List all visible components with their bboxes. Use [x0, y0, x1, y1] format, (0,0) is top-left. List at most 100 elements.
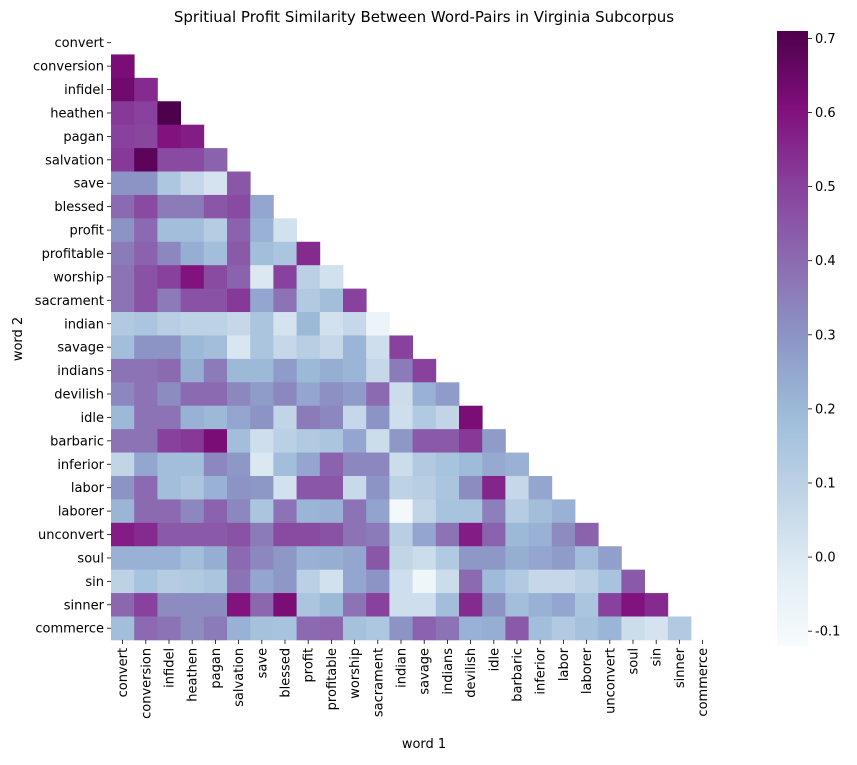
- heatmap-cell: [157, 546, 181, 571]
- colorbar-tick-label: 0.5: [815, 180, 836, 195]
- heatmap-cell: [505, 546, 529, 571]
- y-tick-label: salvation: [45, 153, 104, 168]
- heatmap-cell: [551, 522, 576, 547]
- heatmap-cell: [273, 616, 297, 641]
- heatmap-cell: [366, 405, 390, 430]
- heatmap-cell: [435, 429, 460, 453]
- y-tick-label: idle: [81, 411, 104, 426]
- heatmap-cell: [343, 382, 367, 407]
- heatmap-cell: [621, 616, 645, 641]
- y-tick-label: profit: [69, 224, 104, 239]
- heatmap-cell: [203, 194, 228, 219]
- heatmap-cell: [157, 171, 181, 196]
- heatmap-cell: [482, 475, 506, 500]
- heatmap-cell: [459, 616, 483, 641]
- heatmap-cell: [134, 218, 158, 243]
- heatmap-cell: [459, 522, 483, 547]
- heatmap-cell: [134, 101, 158, 126]
- heatmap-cell: [296, 569, 321, 594]
- heatmap-cell: [203, 569, 228, 594]
- heatmap-cell: [203, 546, 228, 571]
- heatmap-cell: [134, 593, 158, 617]
- x-tick-label: indians: [441, 648, 456, 695]
- heatmap-cell: [227, 171, 251, 196]
- x-axis-label: word 1: [402, 737, 446, 752]
- colorbar-tick-label: -0.1: [815, 625, 840, 640]
- heatmap-cell: [551, 499, 576, 524]
- heatmap-cell: [180, 546, 205, 571]
- heatmap-cell: [296, 475, 321, 500]
- y-tick-label: indians: [57, 364, 104, 379]
- x-tick-label: salvation: [232, 648, 247, 707]
- x-tick-label: save: [255, 648, 270, 678]
- heatmap-cell: [111, 429, 135, 453]
- heatmap-cell: [296, 405, 321, 430]
- heatmap-cell: [435, 569, 460, 594]
- heatmap-cell: [435, 382, 460, 407]
- heatmap-cell: [412, 382, 437, 407]
- heatmap-cell: [157, 335, 181, 360]
- heatmap-cell: [528, 475, 553, 500]
- heatmap-cell: [180, 265, 205, 290]
- heatmap-cell: [598, 569, 622, 594]
- heatmap-cell: [551, 569, 576, 594]
- heatmap-cell: [111, 218, 135, 243]
- heatmap-cell: [528, 593, 553, 617]
- heatmap-cell: [227, 499, 251, 524]
- colorbar-tick-label: 0.3: [815, 328, 836, 343]
- heatmap-cell: [273, 499, 297, 524]
- heatmap-cell: [551, 616, 576, 641]
- heatmap-cell: [157, 101, 181, 126]
- heatmap-cell: [157, 569, 181, 594]
- heatmap-cell: [111, 194, 135, 219]
- y-tick-label: barbaric: [50, 434, 104, 449]
- heatmap-cell: [111, 358, 135, 383]
- y-tick-label: sin: [85, 575, 104, 590]
- heatmap-cell: [482, 522, 506, 547]
- heatmap-cell: [273, 265, 297, 290]
- heatmap-cell: [412, 593, 437, 617]
- heatmap-cell: [343, 546, 367, 571]
- x-tick-label: sinner: [673, 647, 688, 688]
- heatmap-cell: [273, 522, 297, 547]
- x-tick-label: laborer: [580, 647, 595, 694]
- heatmap-cell: [389, 593, 413, 617]
- heatmap-cell: [389, 546, 413, 571]
- heatmap-cell: [134, 77, 158, 102]
- heatmap-cell: [203, 522, 228, 547]
- x-tick-label: soul: [627, 648, 642, 675]
- heatmap-cell: [227, 475, 251, 500]
- heatmap-cell: [528, 616, 553, 641]
- x-tick-labels: convert conversion infidel heathen pagan salv…: [116, 639, 711, 719]
- heatmap-cell: [157, 218, 181, 243]
- heatmap-cell: [134, 194, 158, 219]
- heatmap-cell: [250, 616, 274, 641]
- heatmap-cell: [273, 569, 297, 594]
- heatmap-cell: [134, 358, 158, 383]
- x-tick-label: savage: [418, 648, 433, 695]
- heatmap-cell: [296, 499, 321, 524]
- heatmap-cell: [227, 405, 251, 430]
- heatmap-cell: [459, 429, 483, 453]
- heatmap-cell: [319, 616, 344, 641]
- heatmap-cell: [250, 218, 274, 243]
- heatmap-cell: [575, 569, 599, 594]
- heatmap-cell: [111, 593, 135, 617]
- heatmap-cell: [180, 335, 205, 360]
- heatmap-cell: [366, 382, 390, 407]
- heatmap-cell: [482, 499, 506, 524]
- heatmap-cell: [227, 265, 251, 290]
- heatmap-cell: [180, 288, 205, 313]
- heatmap-cell: [157, 475, 181, 500]
- heatmap-cell: [366, 593, 390, 617]
- heatmap-cell: [227, 616, 251, 641]
- y-tick-label: inferior: [57, 458, 104, 473]
- heatmap-cell: [203, 405, 228, 430]
- x-tick-label: convert: [116, 648, 131, 697]
- heatmap-cell: [134, 522, 158, 547]
- heatmap-cell: [505, 452, 529, 477]
- heatmap-cell: [273, 382, 297, 407]
- colorbar-tick-label: 0.2: [815, 402, 836, 417]
- x-tick-label: profitable: [325, 648, 340, 710]
